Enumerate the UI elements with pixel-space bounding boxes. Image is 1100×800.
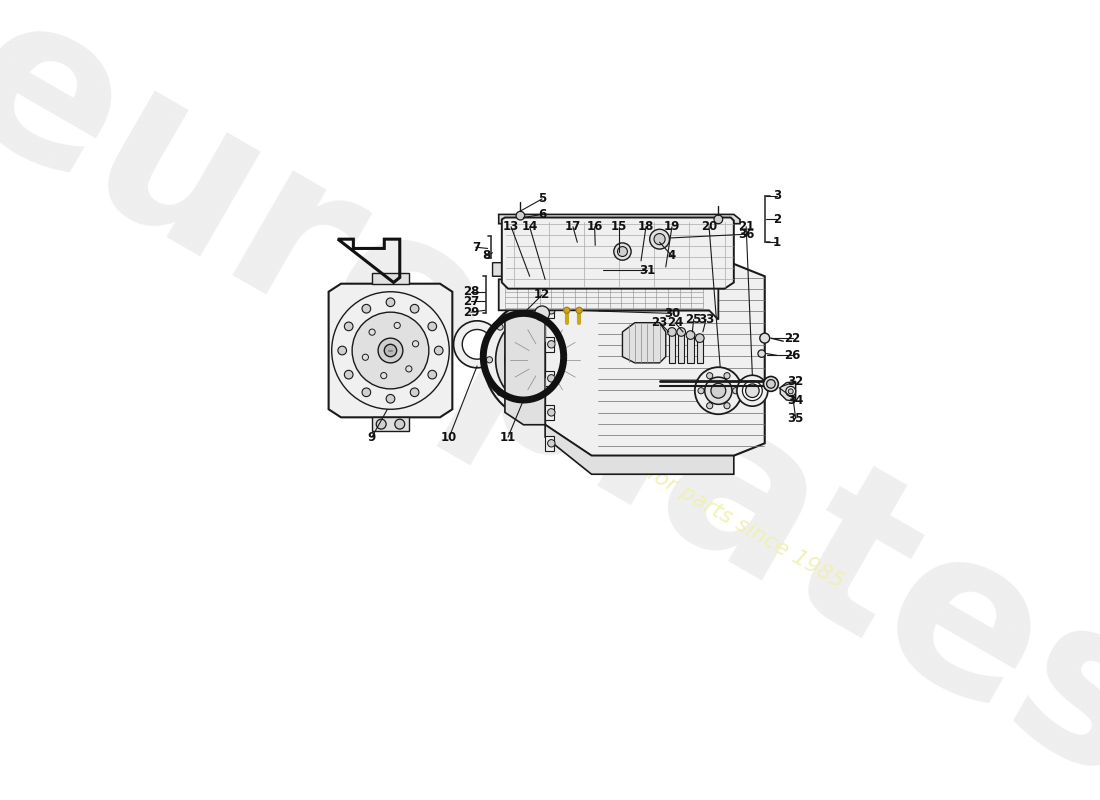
Text: 32: 32 xyxy=(788,375,804,388)
Polygon shape xyxy=(498,279,718,319)
Text: 34: 34 xyxy=(788,394,804,406)
Circle shape xyxy=(519,334,571,386)
Polygon shape xyxy=(546,337,554,352)
Circle shape xyxy=(563,307,570,314)
Circle shape xyxy=(548,306,556,314)
Polygon shape xyxy=(546,371,554,386)
Text: 5: 5 xyxy=(538,193,547,206)
Polygon shape xyxy=(372,273,409,284)
Text: 26: 26 xyxy=(784,349,801,362)
Text: 4: 4 xyxy=(668,250,676,262)
Circle shape xyxy=(650,230,670,249)
Circle shape xyxy=(344,370,353,379)
Circle shape xyxy=(483,298,607,422)
Circle shape xyxy=(559,410,565,416)
Circle shape xyxy=(509,324,581,396)
Circle shape xyxy=(559,304,565,310)
Circle shape xyxy=(344,322,353,330)
Circle shape xyxy=(395,419,405,429)
Text: 25: 25 xyxy=(685,313,702,326)
Text: 29: 29 xyxy=(463,306,480,318)
Circle shape xyxy=(695,334,704,342)
Polygon shape xyxy=(372,418,409,431)
Circle shape xyxy=(528,342,562,377)
Text: 23: 23 xyxy=(651,316,668,329)
Circle shape xyxy=(453,321,500,368)
Text: 2: 2 xyxy=(773,213,781,226)
Circle shape xyxy=(676,328,685,336)
Circle shape xyxy=(352,312,429,389)
Circle shape xyxy=(706,373,713,379)
Text: 16: 16 xyxy=(586,220,603,234)
Circle shape xyxy=(381,373,387,378)
Circle shape xyxy=(548,273,556,280)
Text: 3: 3 xyxy=(773,190,781,202)
Circle shape xyxy=(714,215,723,224)
Circle shape xyxy=(386,298,395,306)
Circle shape xyxy=(597,357,604,363)
Circle shape xyxy=(758,350,766,358)
Polygon shape xyxy=(512,218,601,239)
Circle shape xyxy=(742,381,762,401)
Circle shape xyxy=(338,346,346,355)
Circle shape xyxy=(614,243,631,260)
Circle shape xyxy=(733,388,739,394)
Text: 6: 6 xyxy=(538,208,547,221)
Circle shape xyxy=(517,249,524,254)
Circle shape xyxy=(332,292,449,410)
Circle shape xyxy=(497,324,503,330)
Circle shape xyxy=(760,333,770,343)
Circle shape xyxy=(516,211,525,220)
Circle shape xyxy=(428,322,437,330)
Circle shape xyxy=(410,304,419,313)
Text: 31: 31 xyxy=(639,263,656,277)
Circle shape xyxy=(737,375,768,406)
Text: 27: 27 xyxy=(463,294,478,307)
Circle shape xyxy=(525,304,531,310)
Circle shape xyxy=(590,246,601,257)
Circle shape xyxy=(617,246,627,257)
Polygon shape xyxy=(546,303,554,318)
Circle shape xyxy=(384,344,397,357)
Polygon shape xyxy=(498,214,740,224)
Circle shape xyxy=(535,306,550,321)
Text: 36: 36 xyxy=(738,228,755,241)
Circle shape xyxy=(376,419,386,429)
Circle shape xyxy=(497,390,503,396)
Circle shape xyxy=(711,383,726,398)
Circle shape xyxy=(724,402,730,409)
Circle shape xyxy=(746,384,759,398)
Circle shape xyxy=(587,324,593,330)
Polygon shape xyxy=(604,243,616,254)
Circle shape xyxy=(548,374,556,382)
Text: 9: 9 xyxy=(367,430,376,444)
Polygon shape xyxy=(546,269,554,284)
Circle shape xyxy=(486,357,493,363)
Polygon shape xyxy=(508,239,554,254)
Circle shape xyxy=(462,330,492,359)
Text: 24: 24 xyxy=(667,316,683,329)
Circle shape xyxy=(496,310,595,410)
Circle shape xyxy=(412,341,419,347)
Text: 10: 10 xyxy=(441,430,458,444)
Polygon shape xyxy=(329,284,452,418)
Circle shape xyxy=(789,389,793,394)
Text: 13: 13 xyxy=(503,220,519,234)
Polygon shape xyxy=(546,405,554,420)
Polygon shape xyxy=(696,338,703,363)
Text: 30: 30 xyxy=(663,307,680,320)
Circle shape xyxy=(378,338,403,363)
Circle shape xyxy=(362,354,369,360)
Text: 8: 8 xyxy=(482,250,491,262)
Circle shape xyxy=(434,346,443,355)
Polygon shape xyxy=(678,332,684,363)
Polygon shape xyxy=(505,298,546,425)
Polygon shape xyxy=(493,262,715,279)
Circle shape xyxy=(767,379,775,388)
Circle shape xyxy=(525,410,531,416)
Circle shape xyxy=(505,319,585,400)
Polygon shape xyxy=(688,335,694,363)
Polygon shape xyxy=(780,382,795,402)
Circle shape xyxy=(406,366,411,372)
